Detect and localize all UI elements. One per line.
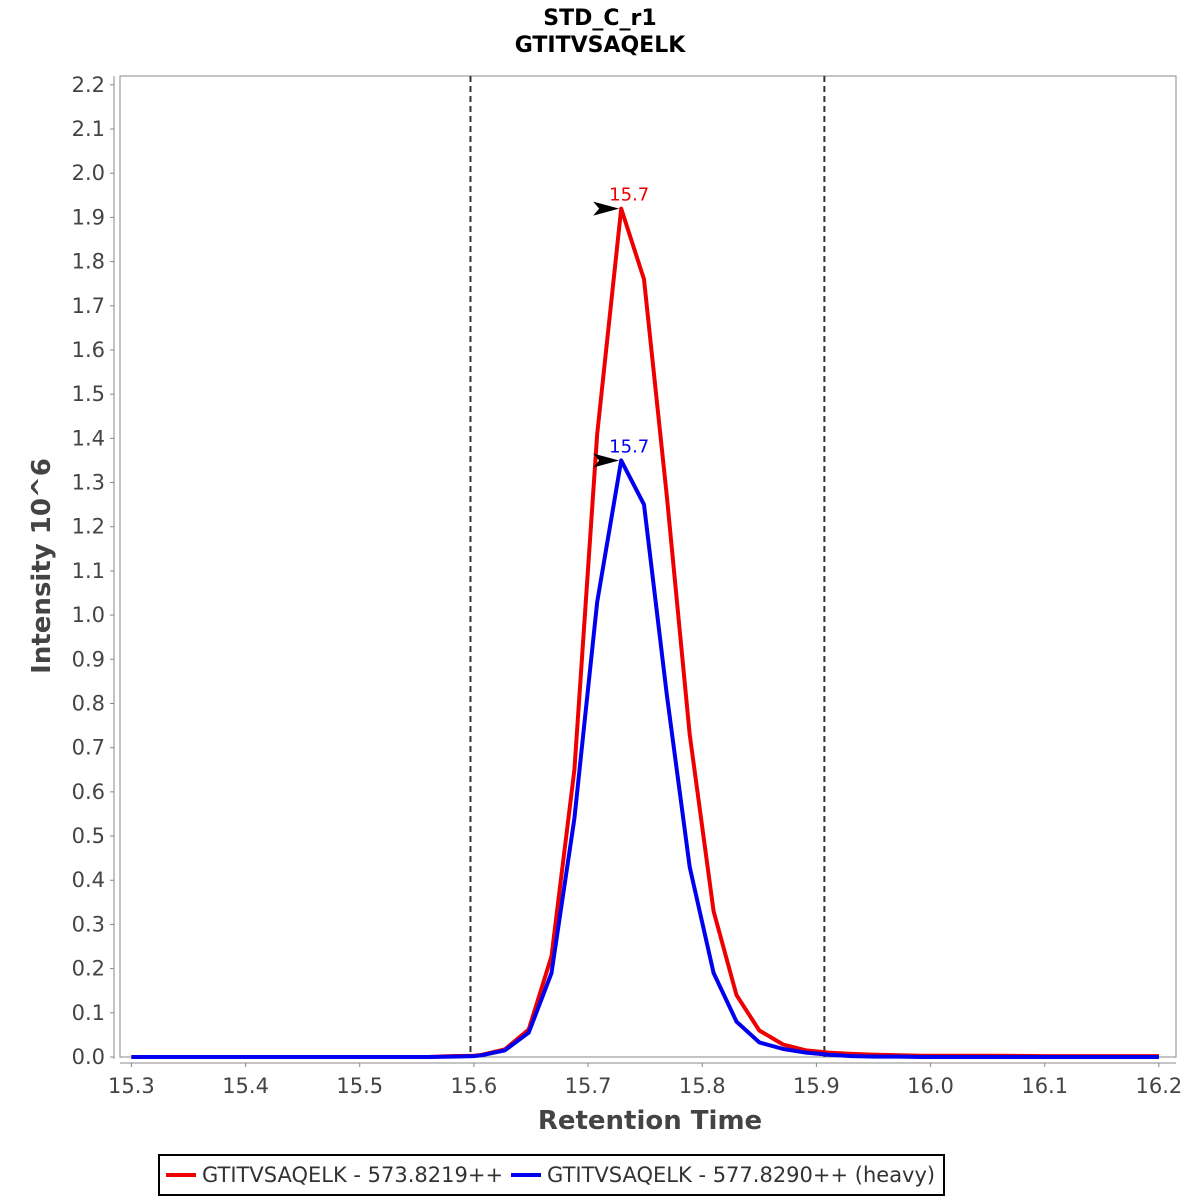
- x-tick-label: 15.4: [222, 1074, 269, 1098]
- legend-swatch-light: [166, 1173, 196, 1177]
- y-tick-label: 0.6: [72, 780, 105, 804]
- x-tick-label: 16.2: [1135, 1074, 1182, 1098]
- series-layer: [131, 206, 1159, 1059]
- series-line-heavy: [131, 458, 1159, 1059]
- legend-label-heavy: GTITVSAQELK - 577.8290++ (heavy): [547, 1163, 936, 1187]
- y-tick-label: 1.3: [72, 471, 105, 495]
- y-tick-label: 1.1: [72, 559, 105, 583]
- legend-label-light: GTITVSAQELK - 573.8219++: [202, 1163, 504, 1187]
- x-tick-label: 16.0: [907, 1074, 954, 1098]
- x-tick-label: 15.3: [108, 1074, 155, 1098]
- y-tick-label: 2.2: [72, 73, 105, 97]
- y-tick-label: 1.8: [72, 250, 105, 274]
- y-tick-label: 0.3: [72, 912, 105, 936]
- peak-annotations: 15.7 15.7: [593, 185, 649, 468]
- y-tick-label: 0.0: [72, 1045, 105, 1069]
- peak-label: 15.7: [609, 185, 649, 206]
- chart-subtitle: GTITVSAQELK: [515, 33, 687, 58]
- peak-boundaries: [469, 76, 826, 1057]
- x-tick-label: 15.6: [451, 1074, 498, 1098]
- y-tick-label: 0.9: [72, 647, 105, 671]
- y-axis-ticks: 0.0 0.1 0.2 0.3 0.4 0.5 0.6 0.7 0.8 0.9 1.0 1.1 1.2 1…: [72, 73, 114, 1069]
- y-tick-label: 0.4: [72, 868, 105, 892]
- legend-item-heavy: GTITVSAQELK - 577.8290++ (heavy): [511, 1163, 935, 1187]
- y-tick-label: 0.8: [72, 691, 105, 715]
- y-tick-label: 1.9: [72, 205, 105, 229]
- y-tick-label: 1.7: [72, 294, 105, 318]
- y-tick-label: 0.2: [72, 957, 105, 981]
- y-tick-label: 0.7: [72, 736, 105, 760]
- y-tick-label: 1.5: [72, 382, 105, 406]
- y-axis-label: Intensity 10^6: [27, 458, 57, 674]
- plot-area: [119, 75, 1177, 1058]
- chart-title: STD_C_r1: [543, 6, 656, 31]
- peak-arrow: [593, 453, 620, 468]
- y-tick-label: 2.1: [72, 117, 105, 141]
- y-tick-label: 0.1: [72, 1001, 105, 1025]
- legend-item-light: GTITVSAQELK - 573.8219++: [166, 1163, 503, 1187]
- x-tick-label: 15.7: [565, 1074, 612, 1098]
- x-axis-label: Retention Time: [538, 1106, 762, 1136]
- axes: [113, 76, 1176, 1064]
- legend: GTITVSAQELK - 573.8219++ GTITVSAQELK - 5…: [158, 1154, 946, 1196]
- y-tick-label: 1.0: [72, 603, 105, 627]
- peak-arrow: [593, 201, 620, 216]
- x-tick-label: 15.5: [336, 1074, 383, 1098]
- x-axis-ticks: 15.3 15.4 15.5 15.6 15.7 15.8 15.9 16.0 16.1 16.2: [108, 1063, 1182, 1098]
- y-tick-label: 1.4: [72, 426, 105, 450]
- chromatogram-chart: STD_C_r1 GTITVSAQELK 0.00.10.20.30.40.50…: [27, 6, 1182, 1136]
- legend-swatch-heavy: [511, 1173, 542, 1177]
- x-tick-label: 15.9: [793, 1074, 840, 1098]
- y-tick-label: 1.6: [72, 338, 105, 362]
- y-tick-label: 1.2: [72, 515, 105, 539]
- x-tick-label: 15.8: [679, 1074, 726, 1098]
- peak-label: 15.7: [609, 436, 649, 457]
- y-tick-label: 0.5: [72, 824, 105, 848]
- y-tick-label: 2.0: [72, 161, 105, 185]
- x-tick-label: 16.1: [1021, 1074, 1068, 1098]
